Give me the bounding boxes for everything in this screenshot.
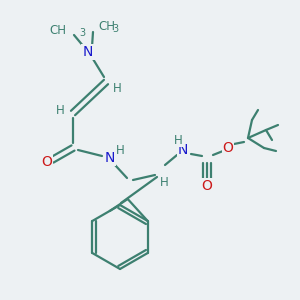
Text: N: N <box>105 151 115 165</box>
Text: H: H <box>116 145 124 158</box>
Text: O: O <box>202 179 212 193</box>
Text: N: N <box>83 45 93 59</box>
Text: O: O <box>42 155 52 169</box>
Text: H: H <box>160 176 168 188</box>
Text: O: O <box>223 141 233 155</box>
Text: 3: 3 <box>79 28 85 38</box>
Text: N: N <box>178 143 188 157</box>
Text: H: H <box>112 82 122 94</box>
Text: H: H <box>174 134 182 146</box>
Text: CH: CH <box>49 23 66 37</box>
Text: 3: 3 <box>112 24 118 34</box>
Text: H: H <box>56 104 64 118</box>
Text: CH: CH <box>98 20 115 32</box>
